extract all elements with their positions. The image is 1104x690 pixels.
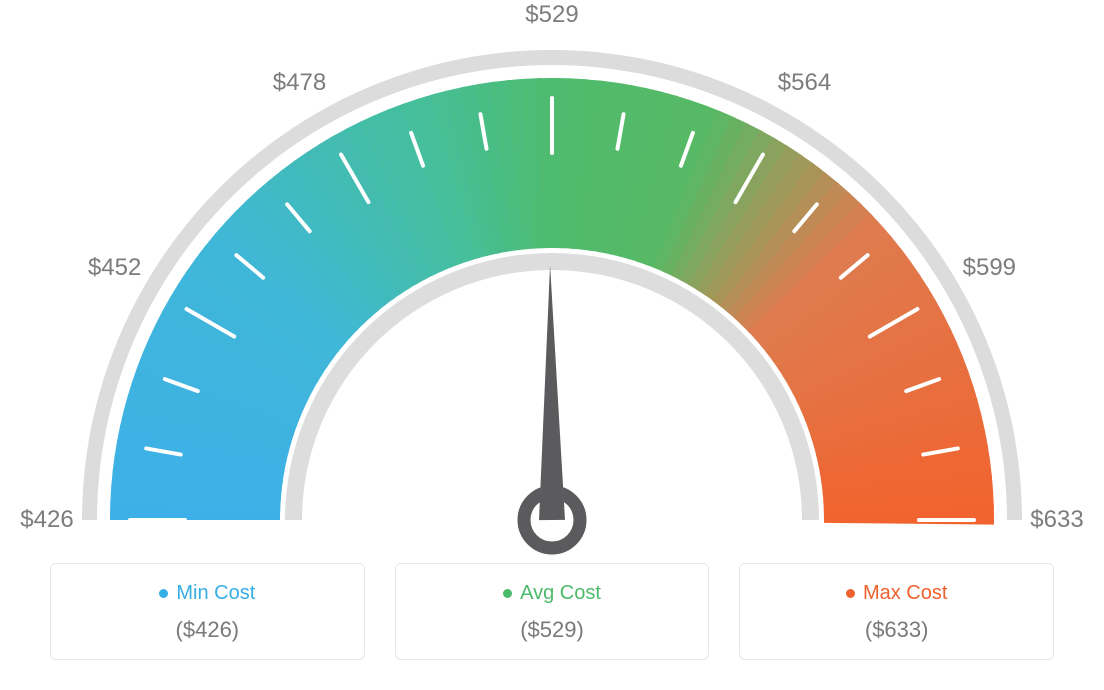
legend-label-min: Min Cost — [176, 582, 255, 605]
gauge-tick-label: $599 — [963, 254, 1016, 282]
legend-card-max: Max Cost ($633) — [739, 563, 1054, 660]
gauge-tick-label: $426 — [20, 506, 73, 534]
legend-card-min: Min Cost ($426) — [50, 563, 365, 660]
legend-dot-max — [846, 589, 855, 598]
gauge-tick-label: $529 — [525, 1, 578, 29]
legend-row: Min Cost ($426) Avg Cost ($529) Max Cost… — [50, 563, 1054, 660]
legend-label-max: Max Cost — [863, 582, 947, 605]
gauge-chart: $426 $452 $478 $529 $564 $599 $633 — [0, 0, 1104, 560]
legend-dot-avg — [503, 589, 512, 598]
gauge-tick-label: $478 — [273, 69, 326, 97]
gauge-svg — [0, 0, 1104, 560]
legend-value-avg: ($529) — [406, 617, 699, 643]
gauge-tick-label: $633 — [1030, 506, 1083, 534]
legend-card-avg: Avg Cost ($529) — [395, 563, 710, 660]
legend-dot-min — [159, 589, 168, 598]
legend-value-max: ($633) — [750, 617, 1043, 643]
legend-label-avg: Avg Cost — [520, 582, 601, 605]
legend-value-min: ($426) — [61, 617, 354, 643]
gauge-tick-label: $452 — [88, 254, 141, 282]
gauge-tick-label: $564 — [778, 69, 831, 97]
